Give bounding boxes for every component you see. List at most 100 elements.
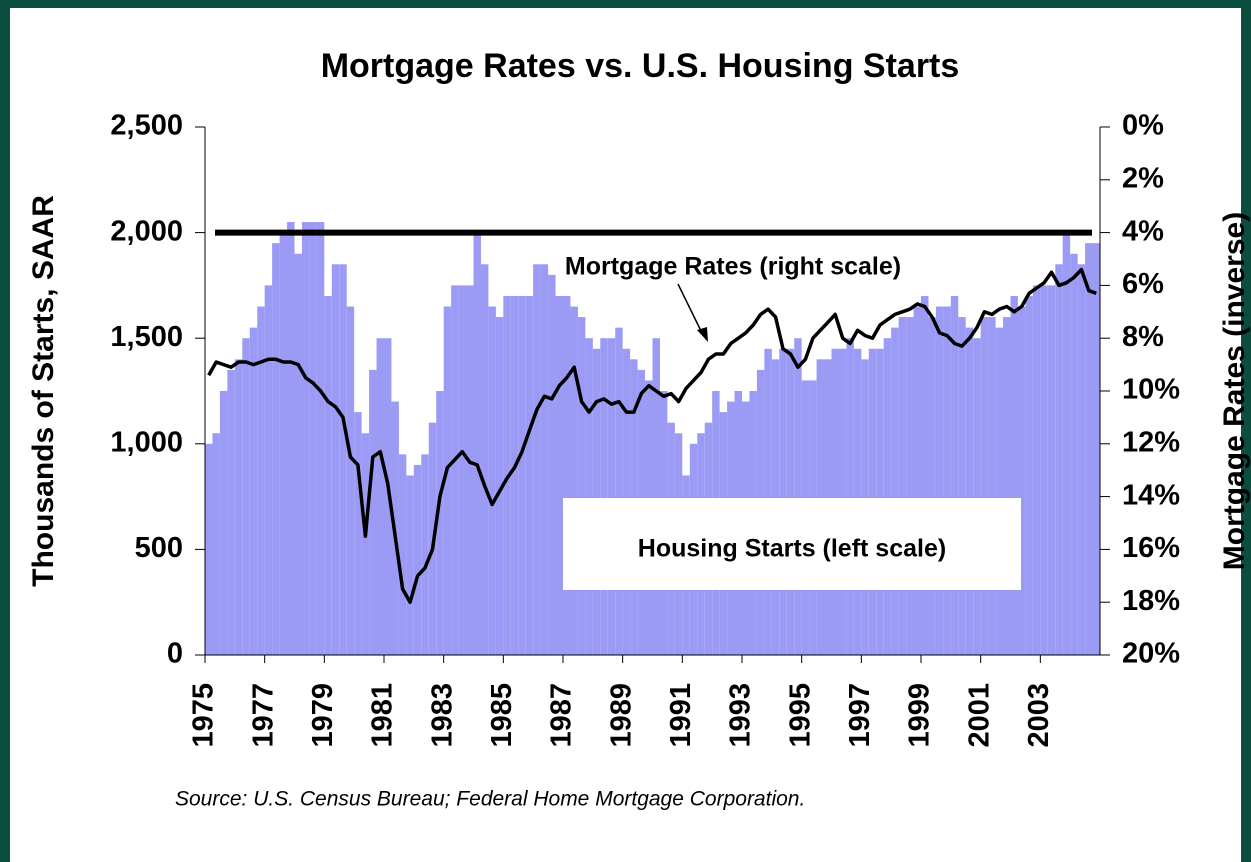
bar bbox=[652, 338, 660, 655]
bar bbox=[898, 317, 907, 655]
y2-tick-label: 14% bbox=[1122, 479, 1180, 511]
bar bbox=[607, 338, 616, 655]
bar bbox=[1085, 243, 1093, 655]
y-tick-label: 1,500 bbox=[110, 321, 183, 353]
bar bbox=[555, 295, 563, 655]
bar bbox=[361, 433, 370, 655]
bar bbox=[324, 295, 332, 655]
bar bbox=[913, 306, 921, 655]
bar bbox=[376, 338, 384, 655]
y2-tick-label: 8% bbox=[1122, 321, 1164, 353]
bar bbox=[533, 264, 541, 655]
x-tick-label: 1995 bbox=[784, 683, 816, 748]
bar bbox=[1017, 306, 1026, 655]
x-tick-label: 1987 bbox=[546, 683, 578, 748]
bar bbox=[973, 338, 981, 655]
bar bbox=[480, 264, 489, 655]
bar bbox=[548, 274, 556, 655]
y2-tick-label: 4% bbox=[1122, 215, 1164, 247]
bar bbox=[369, 369, 377, 655]
bar bbox=[451, 285, 459, 655]
source-note: Source: U.S. Census Bureau; Federal Home… bbox=[175, 788, 805, 811]
x-tick-label: 1999 bbox=[904, 683, 936, 748]
bar bbox=[406, 475, 414, 655]
bar bbox=[249, 327, 258, 655]
line bbox=[207, 267, 1097, 604]
bar bbox=[227, 369, 235, 655]
x-tick-label: 1993 bbox=[725, 683, 757, 748]
x-tick-label: 2001 bbox=[963, 683, 995, 748]
annotation: Housing Starts (left scale) bbox=[638, 535, 946, 563]
y2-tick-label: 6% bbox=[1122, 268, 1164, 300]
bar bbox=[339, 264, 347, 655]
bar bbox=[466, 285, 474, 655]
bar bbox=[950, 295, 959, 655]
x-tick-label: 1981 bbox=[367, 683, 399, 748]
y-tick-label: 500 bbox=[135, 532, 183, 564]
bar bbox=[958, 317, 966, 655]
bar bbox=[205, 443, 213, 655]
bar bbox=[995, 327, 1004, 655]
bar bbox=[354, 412, 362, 655]
bar bbox=[436, 391, 444, 655]
bar bbox=[264, 285, 273, 655]
bar bbox=[518, 295, 526, 655]
y2-tick-label: 10% bbox=[1122, 374, 1180, 406]
y2-tick-label: 16% bbox=[1122, 532, 1180, 564]
bar bbox=[1025, 295, 1033, 655]
bar bbox=[563, 295, 571, 655]
bar bbox=[921, 295, 929, 655]
bar bbox=[473, 232, 481, 655]
bar bbox=[488, 306, 496, 655]
bar bbox=[219, 391, 228, 655]
bar bbox=[794, 338, 802, 655]
bar bbox=[346, 306, 355, 655]
y2-tick-label: 2% bbox=[1122, 162, 1164, 194]
bar bbox=[943, 306, 951, 655]
bar bbox=[384, 338, 392, 655]
bar bbox=[1010, 295, 1018, 655]
bar bbox=[212, 433, 220, 655]
x-tick-label: 1979 bbox=[307, 683, 339, 748]
bar bbox=[279, 232, 288, 655]
bar bbox=[301, 222, 310, 656]
bar bbox=[1003, 317, 1011, 655]
bar bbox=[615, 327, 623, 655]
bar bbox=[234, 359, 243, 655]
bar bbox=[272, 243, 280, 655]
x-tick-label: 1991 bbox=[665, 683, 697, 748]
bar bbox=[577, 317, 586, 655]
x-tick-label: 1975 bbox=[188, 683, 220, 748]
annotation-arrow bbox=[677, 283, 704, 336]
x-tick-label: 1989 bbox=[605, 683, 637, 748]
y2-axis-label: Mortgage Rates (inverse) bbox=[1218, 212, 1251, 570]
bar bbox=[570, 306, 578, 655]
bar bbox=[443, 306, 452, 655]
bar bbox=[287, 222, 295, 656]
bar bbox=[891, 327, 899, 655]
bar bbox=[600, 338, 608, 655]
arrow-head bbox=[697, 327, 708, 342]
plot-area bbox=[205, 222, 1100, 656]
y2-tick-label: 18% bbox=[1122, 585, 1180, 617]
y-tick-label: 2,000 bbox=[110, 215, 183, 247]
bar bbox=[1047, 285, 1056, 655]
bar bbox=[458, 285, 467, 655]
y-axis-label: Thousands of Starts, SAAR bbox=[27, 195, 60, 587]
bar bbox=[398, 454, 407, 655]
bar bbox=[988, 317, 996, 655]
y-tick-label: 2,500 bbox=[110, 110, 183, 142]
bar bbox=[1070, 253, 1078, 655]
y-tick-label: 1,000 bbox=[110, 426, 183, 458]
y2-tick-label: 12% bbox=[1122, 426, 1180, 458]
bar bbox=[1032, 285, 1041, 655]
chart-title: Mortgage Rates vs. U.S. Housing Starts bbox=[321, 47, 960, 85]
bar bbox=[309, 222, 317, 656]
annotation: Mortgage Rates (right scale) bbox=[565, 253, 901, 281]
bar bbox=[257, 306, 265, 655]
bar bbox=[585, 338, 593, 655]
bar bbox=[1062, 232, 1071, 655]
bar bbox=[525, 295, 534, 655]
bar bbox=[421, 454, 429, 655]
x-tick-label: 1997 bbox=[844, 683, 876, 748]
